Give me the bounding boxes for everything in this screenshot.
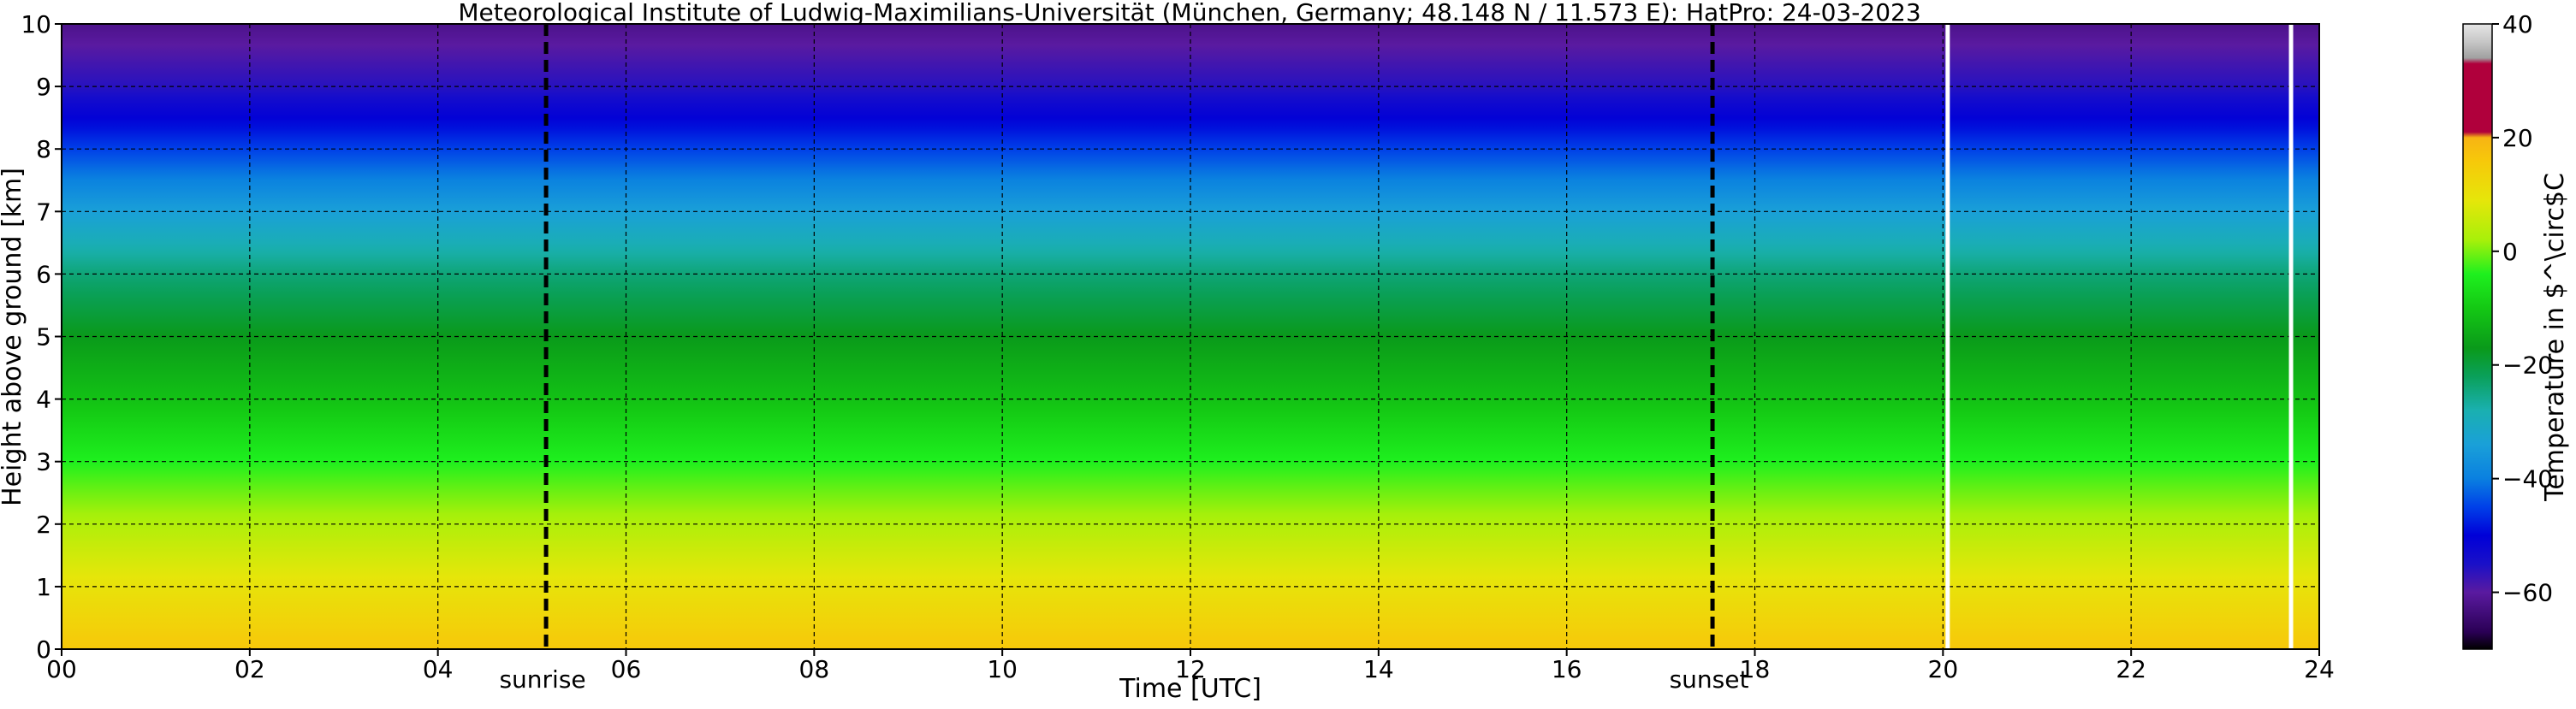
y-tick-label: 5 <box>36 323 51 352</box>
x-tick-label: 14 <box>1363 655 1394 683</box>
y-tick-label: 8 <box>36 135 51 163</box>
x-tick-label: 12 <box>1175 655 1206 683</box>
y-tick-label: 7 <box>36 198 51 226</box>
x-tick-label: 08 <box>799 655 830 683</box>
y-tick-label: 2 <box>36 511 51 539</box>
event-markers <box>543 24 1715 649</box>
sunrise-label: sunrise <box>499 665 585 694</box>
colorbar: −60 −40 −20 0 20 40 <box>2462 10 2553 650</box>
x-axis-ticks: 00 02 04 06 08 10 12 14 16 18 20 22 24 <box>46 649 2335 683</box>
colorbar-tick-label: −20 <box>2502 352 2553 380</box>
sunset-label: sunset <box>1670 665 1749 694</box>
grid-lines <box>61 23 2320 650</box>
chart-title: Meteorological Institute of Ludwig-Maxim… <box>458 0 1920 27</box>
y-tick-label: 9 <box>36 73 51 101</box>
x-tick-label: 02 <box>234 655 265 683</box>
x-tick-label: 22 <box>2116 655 2146 683</box>
y-axis-label: Height above ground [km] <box>0 168 27 506</box>
colorbar-label: Temperature in $^\circ$C <box>2540 173 2570 502</box>
x-tick-label: 00 <box>46 655 77 683</box>
x-tick-label: 16 <box>1552 655 1582 683</box>
colorbar-tick-label: 0 <box>2502 238 2518 266</box>
y-tick-label: 0 <box>36 635 51 664</box>
colorbar-tick-label: 40 <box>2502 10 2533 38</box>
colorbar-tick-label: −60 <box>2502 579 2553 607</box>
event-labels: sunrise sunset <box>499 665 1748 694</box>
colorbar-tick-label: 20 <box>2502 124 2533 152</box>
y-tick-label: 4 <box>36 386 51 414</box>
x-tick-label: 10 <box>987 655 1018 683</box>
x-tick-label: 18 <box>1740 655 1771 683</box>
x-tick-label: 04 <box>423 655 454 683</box>
x-tick-label: 24 <box>2304 655 2335 683</box>
y-tick-label: 3 <box>36 448 51 476</box>
data-gaps <box>1945 24 2294 649</box>
x-tick-label: 06 <box>611 655 642 683</box>
y-tick-label: 1 <box>36 573 51 601</box>
y-tick-label: 10 <box>21 10 51 38</box>
x-tick-label: 20 <box>1928 655 1959 683</box>
colorbar-tick-label: −40 <box>2502 465 2553 493</box>
colorbar-scale <box>2462 23 2493 650</box>
x-axis-label: Time [UTC] <box>1119 674 1261 704</box>
y-axis-ticks: 0 1 2 3 4 5 6 7 8 9 10 <box>21 10 62 664</box>
y-tick-label: 6 <box>36 260 51 288</box>
